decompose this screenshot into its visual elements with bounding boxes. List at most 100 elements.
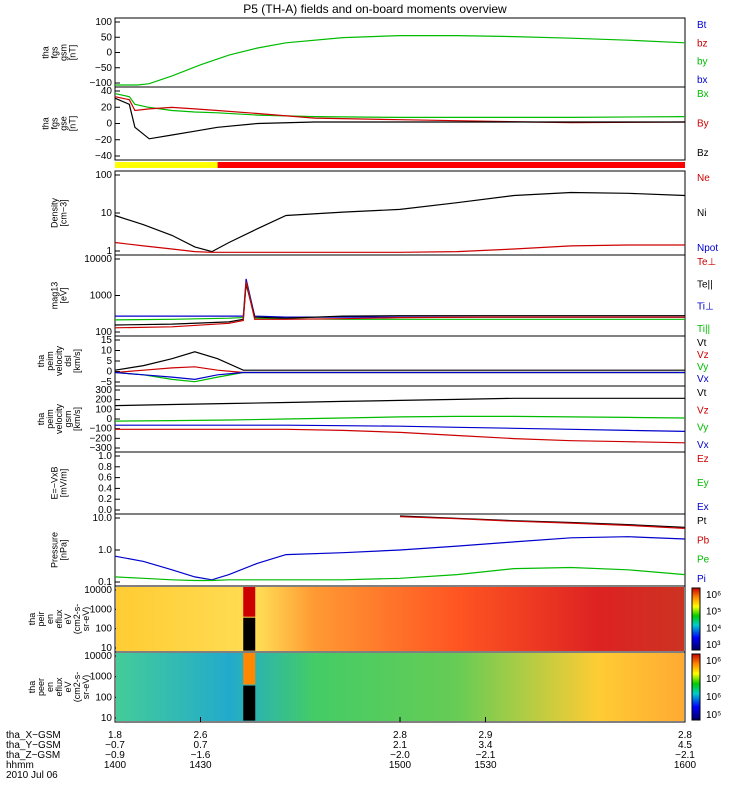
panel-frame — [114, 254, 686, 337]
series-line-by — [115, 35, 686, 86]
y-axis-label: [nT] — [68, 45, 78, 61]
y-axis-label: [km/s] — [72, 349, 82, 373]
legend-entry: Vz — [697, 350, 709, 361]
y-axis-label: gse — [59, 116, 69, 131]
colorbar-tick-label: 10⁶ — [706, 590, 721, 601]
y-axis-label: gsm — [59, 44, 69, 61]
x-tick-label: 1530 — [474, 760, 497, 771]
series-line-Ni — [114, 191, 686, 253]
x-row-label: tha_X−GSM — [6, 730, 61, 741]
y-tick-label: 5 — [106, 356, 112, 367]
y-tick-label: −100 — [89, 424, 112, 435]
y-axis-label: Density — [50, 197, 60, 228]
y-tick-label: 1.0 — [98, 545, 112, 556]
y-tick-label: −100 — [89, 78, 112, 89]
y-axis-label: [nT] — [68, 116, 78, 132]
y-axis-label: fgs — [50, 46, 60, 59]
series-line-By — [114, 96, 686, 124]
series-line-Pb — [399, 516, 686, 529]
legend-entry: Ey — [697, 478, 709, 489]
spectrogram-fill — [116, 653, 684, 721]
x-row-label: tha_Z−GSM — [6, 750, 60, 761]
series-line-Vy — [114, 371, 685, 383]
x-tick-label: 2.8 — [678, 730, 692, 741]
colorbar-tick-label: 10⁶ — [706, 656, 721, 667]
legend-entry: Vy — [697, 362, 708, 373]
panel-pressure: Pressure [nPa] 10.0 1.0 0.1 Pt Pb Pe Pi — [50, 513, 710, 588]
mode-bar-segment — [217, 162, 685, 168]
panel-efield: E=−VxB [mV/m] 1.00.80.60.40.20.0 Ez Ey Ex — [50, 451, 709, 516]
series-line-Pi — [114, 536, 686, 581]
y-tick-label: −50 — [95, 63, 112, 74]
panel-ion_spec: tha peir en eflux eV (cm2-s-sr-eV) 10000 1000 10… — [27, 585, 721, 654]
x-tick-label: 2.6 — [194, 730, 208, 741]
y-tick-label: −5 — [101, 377, 113, 388]
chart-title: P5 (TH-A) fields and on-board moments ov… — [243, 2, 507, 16]
x-tick-label: 0.7 — [194, 740, 208, 751]
y-tick-label: 1000 — [90, 604, 113, 615]
x-tick-label: 4.5 — [678, 740, 692, 751]
colorbar-tick-label: 10⁷ — [706, 674, 721, 685]
y-axis-label: tha — [41, 46, 51, 59]
y-axis-label: fgs — [50, 117, 60, 130]
colorbar — [691, 587, 701, 651]
y-tick-label: 0.1 — [98, 577, 112, 588]
y-tick-label: 10000 — [84, 254, 112, 265]
legend-entry: Vz — [697, 405, 709, 416]
y-tick-label: 0.6 — [98, 473, 112, 484]
y-tick-label: 10 — [101, 713, 113, 724]
x-tick-label: 2.8 — [393, 730, 407, 741]
panel-elec_spec: tha peer en eflux eV (cm2-s-sr-eV) 10000 1000 10… — [27, 651, 721, 724]
x-tick-label: 2.1 — [393, 740, 407, 751]
y-tick-label: 0 — [106, 48, 112, 59]
legend-entry: Vy — [697, 423, 708, 434]
legend-entry: By — [697, 119, 709, 130]
x-tick-label: 1400 — [104, 760, 127, 771]
y-tick-label: 1000 — [90, 291, 113, 302]
y-axis-label: en — [45, 614, 55, 624]
panel-fgs_btot: tha fgs gsm [nT] 100 50 0 −50 −100 Bt bz by bx — [41, 17, 708, 89]
x-tick-label: −2.0 — [390, 750, 410, 761]
y-axis-label: [nPa] — [59, 539, 69, 560]
legend-entry: Pe — [697, 555, 710, 566]
y-axis-label: peir — [36, 611, 46, 626]
legend-entry: Bx — [697, 89, 709, 100]
legend-entry: Ne — [697, 173, 710, 184]
y-tick-label: 100 — [95, 327, 112, 338]
data-gap-bar — [243, 617, 256, 651]
y-tick-label: 10 — [101, 643, 113, 654]
y-axis-label: (cm2-s- — [72, 604, 82, 635]
y-tick-label: 15 — [101, 335, 113, 346]
spectrogram-gap — [243, 587, 256, 617]
series-line-Bz — [114, 97, 685, 140]
x-row-label: hhmm — [6, 760, 34, 771]
x-tick-label: 1600 — [674, 760, 697, 771]
series-line-Vy — [114, 415, 686, 422]
y-tick-label: 20 — [101, 102, 113, 113]
colorbar-tick-label: 10³ — [706, 640, 721, 651]
y-tick-label: 40 — [101, 86, 113, 97]
y-tick-label: 0.4 — [98, 483, 112, 494]
y-axis-label: mag13 — [50, 282, 60, 310]
legend-entry: Bt — [697, 20, 707, 31]
y-tick-label: 0 — [106, 119, 112, 130]
y-axis-label: eflux — [54, 677, 64, 697]
legend-entry: Ez — [697, 454, 709, 465]
y-axis-label: tha — [27, 613, 37, 626]
colorbar — [691, 653, 701, 721]
y-axis-label: E=−VxB — [50, 466, 60, 499]
series-line-Vt — [114, 397, 685, 407]
legend-entry: Vt — [697, 338, 707, 349]
y-tick-label: 10 — [101, 208, 113, 219]
colorbar-tick-label: 10⁶ — [706, 692, 721, 703]
y-tick-label: 1.0 — [98, 451, 112, 462]
legend-entry: Pt — [697, 516, 707, 527]
legend-entry: Te⊥ — [697, 257, 716, 268]
y-tick-label: 0.0 — [98, 505, 112, 516]
x-row-label: 2010 Jul 06 — [6, 770, 58, 781]
series-line-Ti⊥ — [115, 278, 685, 318]
y-tick-label: 100 — [95, 404, 112, 415]
legend-entry: Ti⊥ — [697, 302, 714, 313]
colorbar-tick-label: 10⁴ — [706, 623, 721, 634]
